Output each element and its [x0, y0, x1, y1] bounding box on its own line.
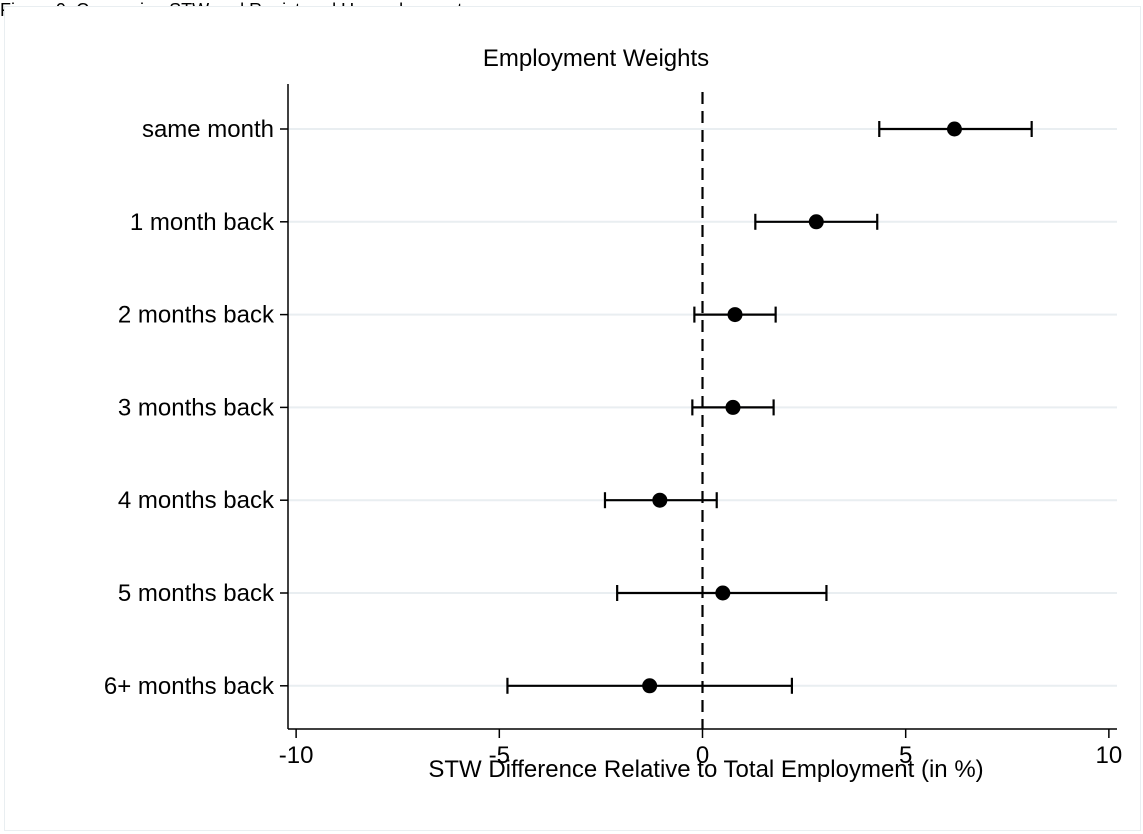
- y-tick-label: 1 month back: [130, 209, 275, 236]
- y-tick-label: 3 months back: [118, 394, 275, 421]
- y-tick-label: same month: [142, 116, 274, 143]
- point-estimate: [727, 307, 743, 323]
- x-axis-label: STW Difference Relative to Total Employm…: [428, 756, 983, 783]
- x-tick-label: -10: [279, 742, 314, 769]
- x-tick-label: 10: [1096, 742, 1123, 769]
- point-estimate: [725, 399, 741, 415]
- point-estimate: [652, 492, 668, 508]
- chart-title: Employment Weights: [483, 45, 709, 72]
- y-tick-label: 2 months back: [118, 302, 275, 329]
- y-axis-ticks: same month 1 month back 2 months back 3 mon…: [104, 116, 288, 700]
- point-estimates: [642, 121, 962, 694]
- point-estimate: [946, 121, 962, 137]
- y-tick-label: 4 months back: [118, 487, 275, 514]
- point-estimate: [642, 678, 658, 694]
- y-tick-label: 6+ months back: [104, 673, 275, 700]
- x-tick-label: 0: [696, 742, 709, 769]
- y-tick-label: 5 months back: [118, 580, 275, 607]
- x-axis-ticks: -10 -5 0 5 10: [279, 729, 1122, 769]
- point-estimate: [808, 214, 824, 230]
- chart-frame: Employment Weights same month 1 month bac…: [4, 6, 1141, 831]
- x-tick-label: -5: [489, 742, 510, 769]
- coefficient-plot: Employment Weights same month 1 month bac…: [104, 45, 1122, 783]
- point-estimate: [715, 585, 731, 601]
- x-tick-label: 5: [899, 742, 912, 769]
